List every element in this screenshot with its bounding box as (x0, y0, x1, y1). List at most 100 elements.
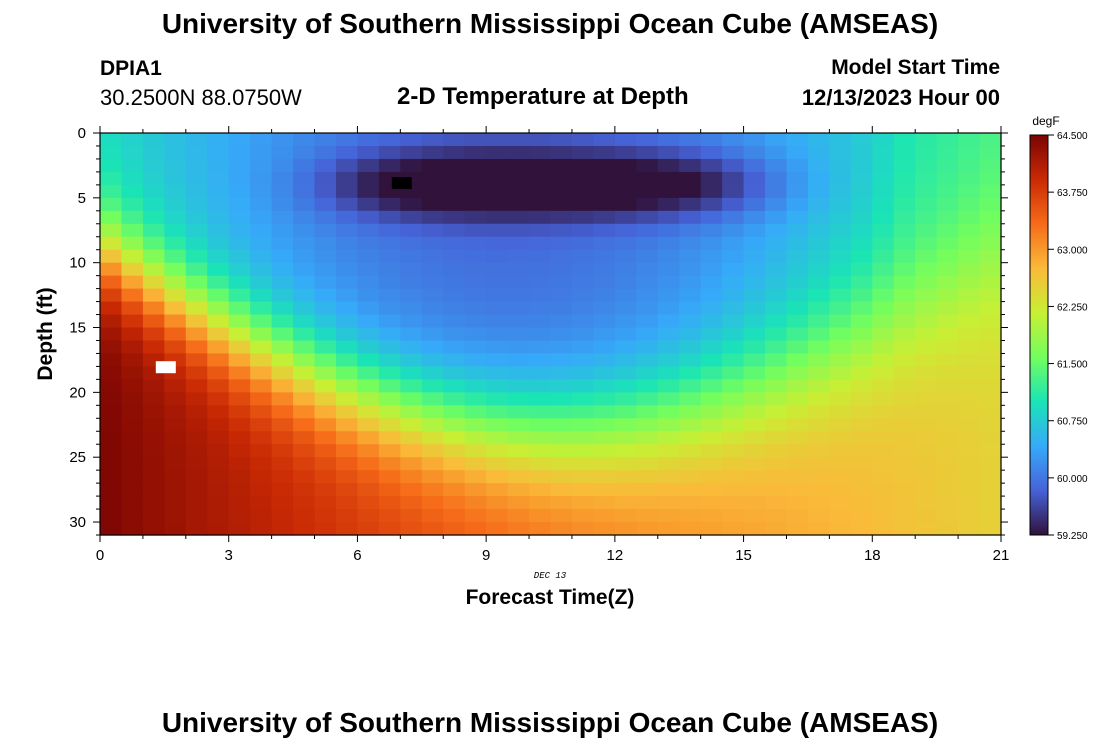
heatmap-cell (443, 418, 466, 432)
heatmap-cell (164, 340, 187, 355)
heatmap-cell (443, 184, 466, 199)
heatmap-cell (765, 288, 788, 303)
heatmap-cell (400, 210, 423, 225)
plot-frame (99, 132, 1002, 536)
heatmap-cell (293, 223, 316, 238)
heatmap-cell (507, 133, 530, 147)
footer-title: University of Southern Mississippi Ocean… (161, 707, 939, 738)
heatmap-cell (636, 197, 659, 212)
heatmap-cell (979, 275, 1002, 290)
heatmap-cell (507, 470, 530, 484)
heatmap-cell (979, 366, 1002, 380)
heatmap-cell (700, 314, 723, 329)
heatmap-cell (421, 392, 444, 406)
heatmap-cell (679, 431, 702, 445)
heatmap-cell (679, 171, 702, 186)
heatmap-cell (593, 133, 616, 147)
heatmap-cell (443, 405, 466, 419)
heatmap-cell (550, 158, 573, 173)
x-tick-label: 9 (482, 547, 490, 564)
heatmap-cell (786, 145, 809, 160)
heatmap-cell (207, 171, 230, 186)
heatmap-cell (636, 236, 659, 251)
heatmap-cell (593, 444, 616, 458)
heatmap-cell (314, 197, 337, 212)
heatmap-cell (614, 210, 637, 225)
heatmap-cell (657, 353, 680, 368)
heatmap-cell (293, 340, 316, 355)
heatmap-cell (786, 496, 809, 510)
heatmap-cell (915, 133, 938, 147)
heatmap-cell (636, 340, 659, 355)
heatmap-cell (893, 275, 916, 290)
heatmap-cell (657, 327, 680, 342)
heatmap-cell (464, 457, 487, 471)
heatmap-cell (421, 249, 444, 264)
heatmap-cell (765, 171, 788, 186)
heatmap-cell (936, 457, 959, 471)
heatmap-cell (958, 210, 981, 225)
heatmap-cell (529, 197, 552, 212)
heatmap-cell (486, 470, 509, 484)
heatmap-cell (636, 418, 659, 432)
heatmap-cell (464, 288, 487, 303)
heatmap-cell (142, 522, 165, 536)
heatmap-cell (486, 210, 509, 225)
heatmap-cell (636, 184, 659, 199)
heatmap-cell (228, 314, 251, 329)
heatmap-cell (722, 366, 745, 380)
heatmap-cell (164, 431, 187, 445)
heatmap-cell (421, 171, 444, 186)
heatmap-cell (958, 522, 981, 536)
heatmap-cell (829, 509, 852, 523)
heatmap-cell (400, 158, 423, 173)
heatmap-cell (893, 366, 916, 380)
heatmap-cell (185, 327, 208, 342)
heatmap-cell (464, 314, 487, 329)
heatmap-cell (443, 262, 466, 277)
heatmap-cell (958, 314, 981, 329)
heatmap-cell (657, 418, 680, 432)
heatmap-cell (915, 353, 938, 368)
heatmap-cell (850, 496, 873, 510)
heatmap-cell (164, 379, 187, 393)
heatmap-cell (958, 444, 981, 458)
heatmap-cell (357, 405, 380, 419)
heatmap-cell (100, 133, 123, 147)
heatmap-cell (121, 210, 144, 225)
heatmap-cell (700, 444, 723, 458)
heatmap-cell (807, 392, 830, 406)
heatmap-cell (722, 405, 745, 419)
heatmap-cell (378, 327, 401, 342)
heatmap-cell (765, 145, 788, 160)
heatmap-cell (829, 171, 852, 186)
heatmap-cell (443, 444, 466, 458)
heatmap-cell (679, 275, 702, 290)
heatmap-cell (807, 327, 830, 342)
heatmap-cell (593, 457, 616, 471)
heatmap-cell (464, 158, 487, 173)
heatmap-cell (679, 262, 702, 277)
heatmap-cell (979, 184, 1002, 199)
heatmap-cell (679, 509, 702, 523)
heatmap-cell (100, 353, 123, 368)
heatmap-cell (700, 379, 723, 393)
heatmap-cell (314, 288, 337, 303)
heatmap-cell (464, 340, 487, 355)
heatmap-cell (250, 223, 273, 238)
heatmap-cell (850, 379, 873, 393)
heatmap-cell (357, 184, 380, 199)
heatmap-cell (936, 249, 959, 264)
heatmap-cell (164, 392, 187, 406)
heatmap-cell (571, 327, 594, 342)
heatmap-cell (765, 509, 788, 523)
heatmap-cell (207, 301, 230, 316)
heatmap-cell (614, 418, 637, 432)
heatmap-cell (164, 444, 187, 458)
heatmap-cell (378, 236, 401, 251)
heatmap-cell (657, 314, 680, 329)
heatmap-cell (507, 184, 530, 199)
heatmap-cell (486, 133, 509, 147)
heatmap-cell (207, 405, 230, 419)
heatmap-cell (486, 509, 509, 523)
